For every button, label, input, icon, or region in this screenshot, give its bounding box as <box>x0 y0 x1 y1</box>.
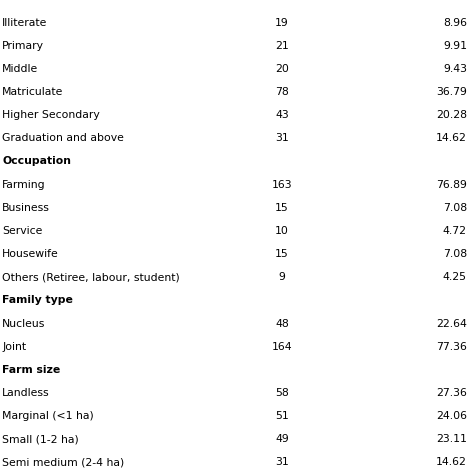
Text: Family type: Family type <box>2 295 73 305</box>
Text: Primary: Primary <box>2 41 45 51</box>
Text: Nucleus: Nucleus <box>2 319 46 328</box>
Text: Business: Business <box>2 203 50 213</box>
Text: 24.06: 24.06 <box>436 411 467 421</box>
Text: Higher Secondary: Higher Secondary <box>2 110 100 120</box>
Text: Semi medium (2-4 ha): Semi medium (2-4 ha) <box>2 457 125 467</box>
Text: 7.08: 7.08 <box>443 203 467 213</box>
Text: 31: 31 <box>275 457 289 467</box>
Text: Occupation: Occupation <box>2 156 72 166</box>
Text: 76.89: 76.89 <box>436 180 467 190</box>
Text: 78: 78 <box>275 87 289 97</box>
Text: Joint: Joint <box>2 342 27 352</box>
Text: 31: 31 <box>275 133 289 143</box>
Text: 14.62: 14.62 <box>436 133 467 143</box>
Text: Others (Retiree, labour, student): Others (Retiree, labour, student) <box>2 272 180 282</box>
Text: 36.79: 36.79 <box>436 87 467 97</box>
Text: 19: 19 <box>275 18 289 27</box>
Text: 27.36: 27.36 <box>436 388 467 398</box>
Text: Marginal (<1 ha): Marginal (<1 ha) <box>2 411 94 421</box>
Text: 43: 43 <box>275 110 289 120</box>
Text: 4.72: 4.72 <box>443 226 467 236</box>
Text: 20: 20 <box>275 64 289 74</box>
Text: 77.36: 77.36 <box>436 342 467 352</box>
Text: 8.96: 8.96 <box>443 18 467 27</box>
Text: Service: Service <box>2 226 43 236</box>
Text: 22.64: 22.64 <box>436 319 467 328</box>
Text: 20.28: 20.28 <box>436 110 467 120</box>
Text: 49: 49 <box>275 434 289 444</box>
Text: 9.91: 9.91 <box>443 41 467 51</box>
Text: Landless: Landless <box>2 388 50 398</box>
Text: 9: 9 <box>279 272 285 282</box>
Text: 164: 164 <box>272 342 292 352</box>
Text: Illiterate: Illiterate <box>2 18 48 27</box>
Text: Farm size: Farm size <box>2 365 61 375</box>
Text: Graduation and above: Graduation and above <box>2 133 124 143</box>
Text: 15: 15 <box>275 249 289 259</box>
Text: Matriculate: Matriculate <box>2 87 64 97</box>
Text: 7.08: 7.08 <box>443 249 467 259</box>
Text: 14.62: 14.62 <box>436 457 467 467</box>
Text: 58: 58 <box>275 388 289 398</box>
Text: Middle: Middle <box>2 64 38 74</box>
Text: 48: 48 <box>275 319 289 328</box>
Text: 163: 163 <box>272 180 292 190</box>
Text: 51: 51 <box>275 411 289 421</box>
Text: 9.43: 9.43 <box>443 64 467 74</box>
Text: 15: 15 <box>275 203 289 213</box>
Text: Small (1-2 ha): Small (1-2 ha) <box>2 434 79 444</box>
Text: 10: 10 <box>275 226 289 236</box>
Text: Farming: Farming <box>2 180 46 190</box>
Text: 21: 21 <box>275 41 289 51</box>
Text: 4.25: 4.25 <box>443 272 467 282</box>
Text: 23.11: 23.11 <box>436 434 467 444</box>
Text: Housewife: Housewife <box>2 249 59 259</box>
